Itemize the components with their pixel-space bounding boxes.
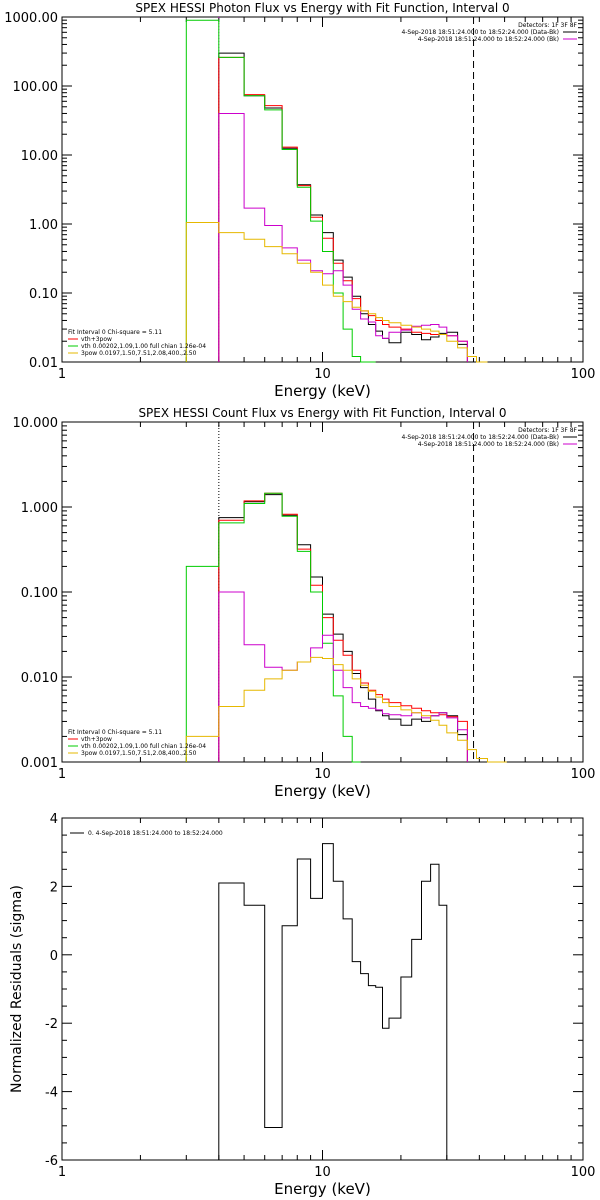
legend-top: 0. 4-Sep-2018 18:51:24.000 to 18:52:24.0… bbox=[70, 830, 223, 837]
y-axis-label: Normalized Residuals (sigma) bbox=[9, 885, 25, 1093]
y-tick-label: 0.01 bbox=[29, 356, 58, 371]
y-tick-label: 4 bbox=[50, 812, 58, 827]
legend-label: vth 0.00202,1.09,1.00 full chian 1.26e-0… bbox=[81, 343, 206, 350]
series-line-4 bbox=[218, 113, 468, 362]
x-tick-label: 100 bbox=[571, 767, 596, 782]
x-axis-label: Energy (keV) bbox=[274, 782, 371, 800]
y-tick-label: 2 bbox=[50, 880, 58, 895]
series-group bbox=[218, 843, 448, 1160]
x-tick-label: 100 bbox=[571, 1165, 596, 1180]
y-tick-label: 10.00 bbox=[21, 149, 58, 164]
plot-frame bbox=[61, 16, 584, 363]
legend-label: 4-Sep-2018 18:51:24.000 to 18:52:24.000 … bbox=[401, 29, 559, 36]
series-group bbox=[185, 492, 507, 763]
y-tick-label: 10.000 bbox=[13, 416, 59, 431]
x-tick-label: 100 bbox=[571, 367, 596, 382]
y-tick-label: -2 bbox=[45, 1017, 58, 1032]
chart-title: SPEX HESSI Photon Flux vs Energy with Fi… bbox=[135, 1, 509, 15]
series-group bbox=[185, 19, 488, 363]
y-tick-label: -4 bbox=[45, 1086, 58, 1101]
legend-label: vth 0.00202,1.09,1.00 full chian 1.26e-0… bbox=[81, 743, 206, 750]
y-tick-label: 1000.00 bbox=[4, 11, 58, 26]
x-axis: 1 10 100 Energy (keV) bbox=[58, 17, 596, 400]
series-line-3 bbox=[185, 492, 361, 763]
legend-label: vth+3pow bbox=[81, 736, 112, 743]
x-tick-label: 10 bbox=[314, 1165, 331, 1180]
x-tick-label: 1 bbox=[58, 1165, 66, 1180]
legend-bottom: Fit Interval 0 Chi-square = 5.11vth+3pow… bbox=[68, 729, 206, 757]
chart-panel-3: 1 10 100 Energy (keV) -6 -4 -2 0 2 4 Normalized Re… bbox=[9, 812, 595, 1198]
legend-label: 3pow 0.0197,1.50,7.51,2.08,400.,2.50 bbox=[81, 750, 197, 757]
y-tick-label: 0 bbox=[50, 949, 58, 964]
legend-label: 4-Sep-2018 18:51:24.000 to 18:52:24.000 … bbox=[418, 441, 559, 448]
legend-top: Detectors: 1F 3F 8F4-Sep-2018 18:51:24.0… bbox=[401, 427, 577, 448]
x-axis-label: Energy (keV) bbox=[274, 1180, 371, 1198]
x-axis: 1 10 100 Energy (keV) bbox=[58, 422, 596, 800]
legend-label: vth+3pow bbox=[81, 336, 112, 343]
y-tick-label: 100.00 bbox=[13, 80, 59, 95]
y-tick-label: 1.000 bbox=[21, 501, 58, 516]
y-axis: 0.01 0.10 1.00 10.00 100.00 1000.00 bbox=[4, 11, 583, 371]
y-axis: -6 -4 -2 0 2 4 Normalized Residuals (sigma) bbox=[9, 812, 583, 1169]
y-tick-label: -6 bbox=[45, 1154, 58, 1169]
chart-title: SPEX HESSI Count Flux vs Energy with Fit… bbox=[138, 406, 506, 420]
x-tick-label: 10 bbox=[314, 367, 331, 382]
legend-header: Fit Interval 0 Chi-square = 5.11 bbox=[68, 329, 162, 336]
legend-label: 0. 4-Sep-2018 18:51:24.000 to 18:52:24.0… bbox=[88, 830, 223, 837]
legend-label: 4-Sep-2018 18:51:24.000 to 18:52:24.000 … bbox=[401, 434, 559, 441]
chart-panel-1: SPEX HESSI Photon Flux vs Energy with Fi… bbox=[4, 1, 595, 400]
x-tick-label: 10 bbox=[314, 767, 331, 782]
x-tick-label: 1 bbox=[58, 367, 66, 382]
chart-panel-2: SPEX HESSI Count Flux vs Energy with Fit… bbox=[13, 406, 596, 800]
legend-top: Detectors: 1F 3F 8F4-Sep-2018 18:51:24.0… bbox=[401, 22, 577, 43]
x-tick-label: 1 bbox=[58, 767, 66, 782]
series-line-3 bbox=[185, 19, 376, 363]
y-tick-label: 0.100 bbox=[21, 586, 58, 601]
series-line-5 bbox=[185, 656, 507, 763]
legend-label: 4-Sep-2018 18:51:24.000 to 18:52:24.000 … bbox=[418, 36, 559, 43]
x-axis-label: Energy (keV) bbox=[274, 382, 371, 400]
x-axis: 1 10 100 Energy (keV) bbox=[58, 818, 596, 1198]
legend-bottom: Fit Interval 0 Chi-square = 5.11vth+3pow… bbox=[68, 329, 206, 357]
series-line-1 bbox=[218, 843, 448, 1160]
legend-header: Detectors: 1F 3F 8F bbox=[518, 427, 577, 434]
y-tick-label: 0.010 bbox=[21, 671, 58, 686]
y-tick-label: 0.001 bbox=[21, 756, 58, 771]
legend-label: 3pow 0.0197,1.50,7.51,2.08,400.,2.50 bbox=[81, 350, 197, 357]
y-tick-label: 0.10 bbox=[29, 287, 58, 302]
series-line-5 bbox=[185, 222, 488, 363]
legend-header: Fit Interval 0 Chi-square = 5.11 bbox=[68, 729, 162, 736]
y-axis: 0.001 0.010 0.100 1.000 10.000 bbox=[13, 416, 583, 771]
y-tick-label: 1.00 bbox=[29, 218, 58, 233]
legend-header: Detectors: 1F 3F 8F bbox=[518, 22, 577, 29]
